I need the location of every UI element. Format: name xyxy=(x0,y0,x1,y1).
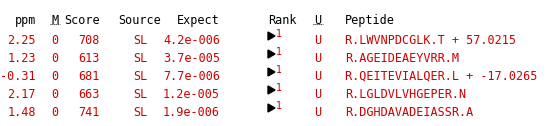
Text: R.AGEIDEAEYVRR.M: R.AGEIDEAEYVRR.M xyxy=(345,52,459,65)
Text: 1: 1 xyxy=(276,65,282,75)
Text: 613: 613 xyxy=(79,52,100,65)
Text: Expect: Expect xyxy=(177,14,220,27)
Text: Source: Source xyxy=(118,14,161,27)
Text: R.DGHDAVADEIASSR.A: R.DGHDAVADEIASSR.A xyxy=(345,106,473,119)
Text: R.LGLDVLVHGEPER.N: R.LGLDVLVHGEPER.N xyxy=(345,88,466,101)
Text: 663: 663 xyxy=(79,88,100,101)
Text: 0: 0 xyxy=(51,70,58,83)
Text: 3.7e-005: 3.7e-005 xyxy=(163,52,220,65)
Text: 1.23: 1.23 xyxy=(8,52,36,65)
Text: 1.48: 1.48 xyxy=(8,106,36,119)
Text: 0: 0 xyxy=(51,88,58,101)
Text: U: U xyxy=(315,70,322,83)
Text: 1.9e-006: 1.9e-006 xyxy=(163,106,220,119)
Text: 1: 1 xyxy=(276,83,282,93)
Text: SL: SL xyxy=(133,34,147,47)
Polygon shape xyxy=(268,50,275,58)
Text: 2.25: 2.25 xyxy=(8,34,36,47)
Text: U: U xyxy=(315,106,322,119)
Text: SL: SL xyxy=(133,52,147,65)
Text: 2.17: 2.17 xyxy=(8,88,36,101)
Text: U: U xyxy=(315,14,322,27)
Text: -0.31: -0.31 xyxy=(1,70,36,83)
Text: R.LWVNPDCGLK.T + 57.0215: R.LWVNPDCGLK.T + 57.0215 xyxy=(345,34,516,47)
Text: 0: 0 xyxy=(51,106,58,119)
Text: U: U xyxy=(315,34,322,47)
Text: 1.2e-005: 1.2e-005 xyxy=(163,88,220,101)
Text: 681: 681 xyxy=(79,70,100,83)
Text: SL: SL xyxy=(133,70,147,83)
Text: Peptide: Peptide xyxy=(345,14,395,27)
Text: 7.7e-006: 7.7e-006 xyxy=(163,70,220,83)
Text: 1: 1 xyxy=(276,101,282,111)
Text: Score: Score xyxy=(64,14,100,27)
Text: U: U xyxy=(315,88,322,101)
Text: ppm: ppm xyxy=(15,14,36,27)
Polygon shape xyxy=(268,86,275,94)
Text: 1: 1 xyxy=(276,47,282,57)
Text: R.QEITEVIALQER.L + -17.0265: R.QEITEVIALQER.L + -17.0265 xyxy=(345,70,537,83)
Text: 4.2e-006: 4.2e-006 xyxy=(163,34,220,47)
Polygon shape xyxy=(268,68,275,76)
Text: 0: 0 xyxy=(51,34,58,47)
Text: SL: SL xyxy=(133,106,147,119)
Text: Rank: Rank xyxy=(268,14,296,27)
Text: U: U xyxy=(315,52,322,65)
Text: 708: 708 xyxy=(79,34,100,47)
Text: M: M xyxy=(51,14,58,27)
Text: SL: SL xyxy=(133,88,147,101)
Polygon shape xyxy=(268,32,275,40)
Text: 741: 741 xyxy=(79,106,100,119)
Text: 1: 1 xyxy=(276,29,282,39)
Text: 0: 0 xyxy=(51,52,58,65)
Polygon shape xyxy=(268,104,275,112)
